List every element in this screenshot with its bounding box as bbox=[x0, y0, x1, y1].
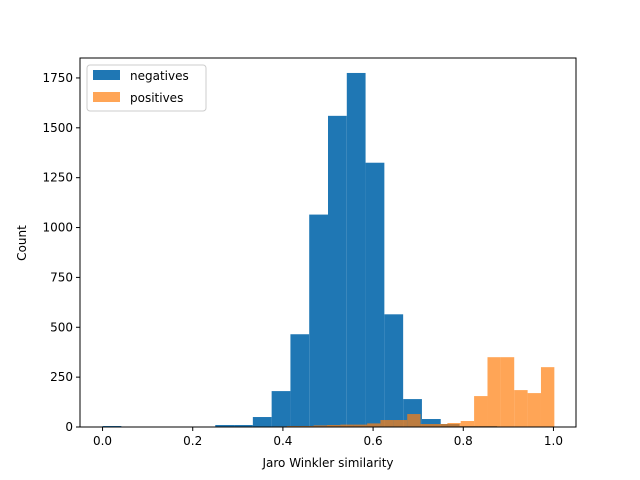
bar-positives bbox=[433, 424, 448, 427]
bar-negatives bbox=[290, 334, 310, 427]
bar-positives bbox=[500, 357, 515, 427]
x-axis-ticks: 0.0 0.2 0.4 0.6 0.8 1.0 bbox=[93, 427, 563, 448]
plot-bars bbox=[102, 72, 555, 428]
bar-positives bbox=[527, 393, 541, 427]
bar-positives bbox=[326, 425, 341, 427]
legend-swatch-positives bbox=[93, 92, 120, 102]
bar-positives bbox=[540, 367, 555, 427]
x-tick-label: 0.0 bbox=[93, 434, 112, 448]
bar-positives bbox=[514, 390, 528, 427]
y-tick-label: 750 bbox=[50, 270, 73, 284]
bar-negatives bbox=[252, 417, 272, 427]
bar-positives bbox=[353, 424, 368, 427]
bar-negatives bbox=[309, 214, 328, 427]
y-tick-label: 1750 bbox=[42, 71, 73, 85]
bar-negatives bbox=[365, 162, 385, 427]
legend-label-negatives: negatives bbox=[130, 69, 189, 83]
bar-positives bbox=[313, 425, 327, 427]
bar-positives bbox=[420, 424, 434, 427]
x-tick-label: 0.2 bbox=[183, 434, 202, 448]
bar-positives bbox=[474, 396, 488, 427]
x-tick-label: 0.4 bbox=[273, 434, 292, 448]
x-tick-label: 0.8 bbox=[454, 434, 473, 448]
y-tick-label: 250 bbox=[50, 370, 73, 384]
bar-negatives bbox=[384, 314, 404, 427]
bar-positives bbox=[460, 421, 475, 427]
bar-negatives bbox=[328, 115, 347, 427]
bar-positives bbox=[393, 420, 408, 427]
bar-positives bbox=[380, 420, 394, 427]
bar-positives bbox=[367, 423, 381, 427]
bar-positives bbox=[340, 424, 354, 427]
y-axis-ticks: 0 250 500 750 1000 1250 1500 1750 bbox=[42, 71, 80, 434]
legend-label-positives: positives bbox=[130, 91, 183, 105]
axes-frame bbox=[79, 57, 577, 428]
bar-negatives bbox=[421, 419, 441, 427]
x-tick-label: 0.6 bbox=[364, 434, 383, 448]
x-tick-label: 1.0 bbox=[544, 434, 563, 448]
bar-negatives bbox=[346, 72, 366, 428]
series-negatives bbox=[102, 72, 498, 428]
series-positives bbox=[233, 357, 555, 427]
y-tick-label: 1250 bbox=[42, 171, 73, 185]
y-tick-label: 500 bbox=[50, 320, 73, 334]
y-tick-label: 0 bbox=[65, 420, 73, 434]
bar-positives bbox=[487, 357, 501, 427]
bar-negatives bbox=[215, 425, 235, 427]
legend-swatch-negatives bbox=[93, 70, 120, 80]
y-tick-label: 1000 bbox=[42, 221, 73, 235]
legend: negatives positives bbox=[86, 64, 207, 112]
bar-negatives bbox=[271, 391, 291, 427]
y-tick-label: 1500 bbox=[42, 121, 73, 135]
bar-positives bbox=[447, 423, 461, 427]
bar-positives bbox=[407, 414, 421, 427]
bar-negatives bbox=[234, 425, 253, 427]
x-axis-label: Jaro Winkler similarity bbox=[261, 456, 393, 470]
y-axis-label: Count bbox=[15, 225, 29, 261]
